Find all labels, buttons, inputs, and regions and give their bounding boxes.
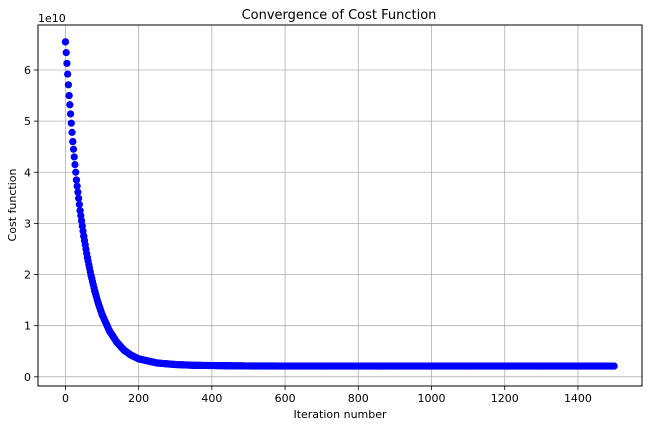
data-point xyxy=(63,59,71,67)
data-point xyxy=(120,346,128,354)
data-point xyxy=(87,271,95,280)
y-tick-label: 5 xyxy=(24,115,31,128)
data-point xyxy=(71,160,79,169)
x-tick-label: 600 xyxy=(275,392,296,405)
data-point xyxy=(105,327,113,335)
data-point xyxy=(189,361,198,369)
x-tick-label: 0 xyxy=(62,392,69,405)
data-point xyxy=(318,362,326,370)
y-tick-label: 1 xyxy=(24,320,31,333)
data-point xyxy=(62,49,70,57)
data-point xyxy=(69,137,77,146)
y-tick-label: 2 xyxy=(24,269,31,282)
x-tick-label: 1000 xyxy=(418,392,446,405)
data-point xyxy=(91,287,99,295)
data-point xyxy=(64,70,72,78)
data-point xyxy=(72,168,80,176)
y-tick-label: 4 xyxy=(24,166,31,179)
data-point xyxy=(610,362,618,370)
x-tick-label: 200 xyxy=(128,392,149,405)
data-point xyxy=(66,101,74,109)
data-point xyxy=(171,360,179,369)
data-point xyxy=(537,362,545,370)
data-point xyxy=(135,355,143,363)
data-point xyxy=(427,362,436,370)
y-axis-label: Cost function xyxy=(6,169,19,242)
data-point xyxy=(75,194,83,202)
data-point xyxy=(501,362,509,370)
grid-lines xyxy=(38,25,642,386)
y-offset-text: 1e10 xyxy=(38,12,66,25)
data-point xyxy=(68,128,76,136)
data-series xyxy=(61,38,618,370)
data-point xyxy=(354,362,362,370)
data-point xyxy=(66,110,75,118)
data-point xyxy=(65,91,73,100)
y-tick-label: 6 xyxy=(24,64,31,77)
y-tick-label: 0 xyxy=(24,371,31,384)
data-point xyxy=(72,176,81,184)
y-tick-label: 3 xyxy=(24,217,31,230)
x-axis-label: Iteration number xyxy=(293,408,387,421)
data-point xyxy=(208,361,216,370)
axis-ticks: 0 200 400 600 800 1000 1200 1400 0 1 2 3 4 5 6 xyxy=(24,64,592,405)
data-point xyxy=(574,362,582,370)
x-tick-label: 800 xyxy=(348,392,369,405)
data-point xyxy=(83,254,92,262)
data-point xyxy=(74,188,82,196)
data-point xyxy=(70,153,78,161)
plot-frame xyxy=(37,24,643,387)
data-point xyxy=(153,359,161,367)
x-tick-label: 1200 xyxy=(491,392,519,405)
x-tick-label: 400 xyxy=(201,392,222,405)
chart-title: Convergence of Cost Function xyxy=(242,8,437,23)
data-point xyxy=(391,362,399,370)
data-point xyxy=(80,232,88,240)
data-point xyxy=(281,362,289,370)
data-point xyxy=(464,362,472,370)
data-point xyxy=(75,200,83,209)
data-point xyxy=(76,207,84,215)
data-point xyxy=(244,362,253,370)
data-point xyxy=(94,300,102,308)
data-point xyxy=(127,351,135,359)
data-point xyxy=(61,38,70,46)
data-point xyxy=(113,338,121,346)
data-point xyxy=(73,182,81,190)
data-point xyxy=(98,310,106,319)
data-point xyxy=(226,362,234,370)
data-point xyxy=(64,81,72,89)
data-point xyxy=(67,119,75,127)
x-tick-label: 1400 xyxy=(564,392,592,405)
data-point xyxy=(69,145,78,153)
